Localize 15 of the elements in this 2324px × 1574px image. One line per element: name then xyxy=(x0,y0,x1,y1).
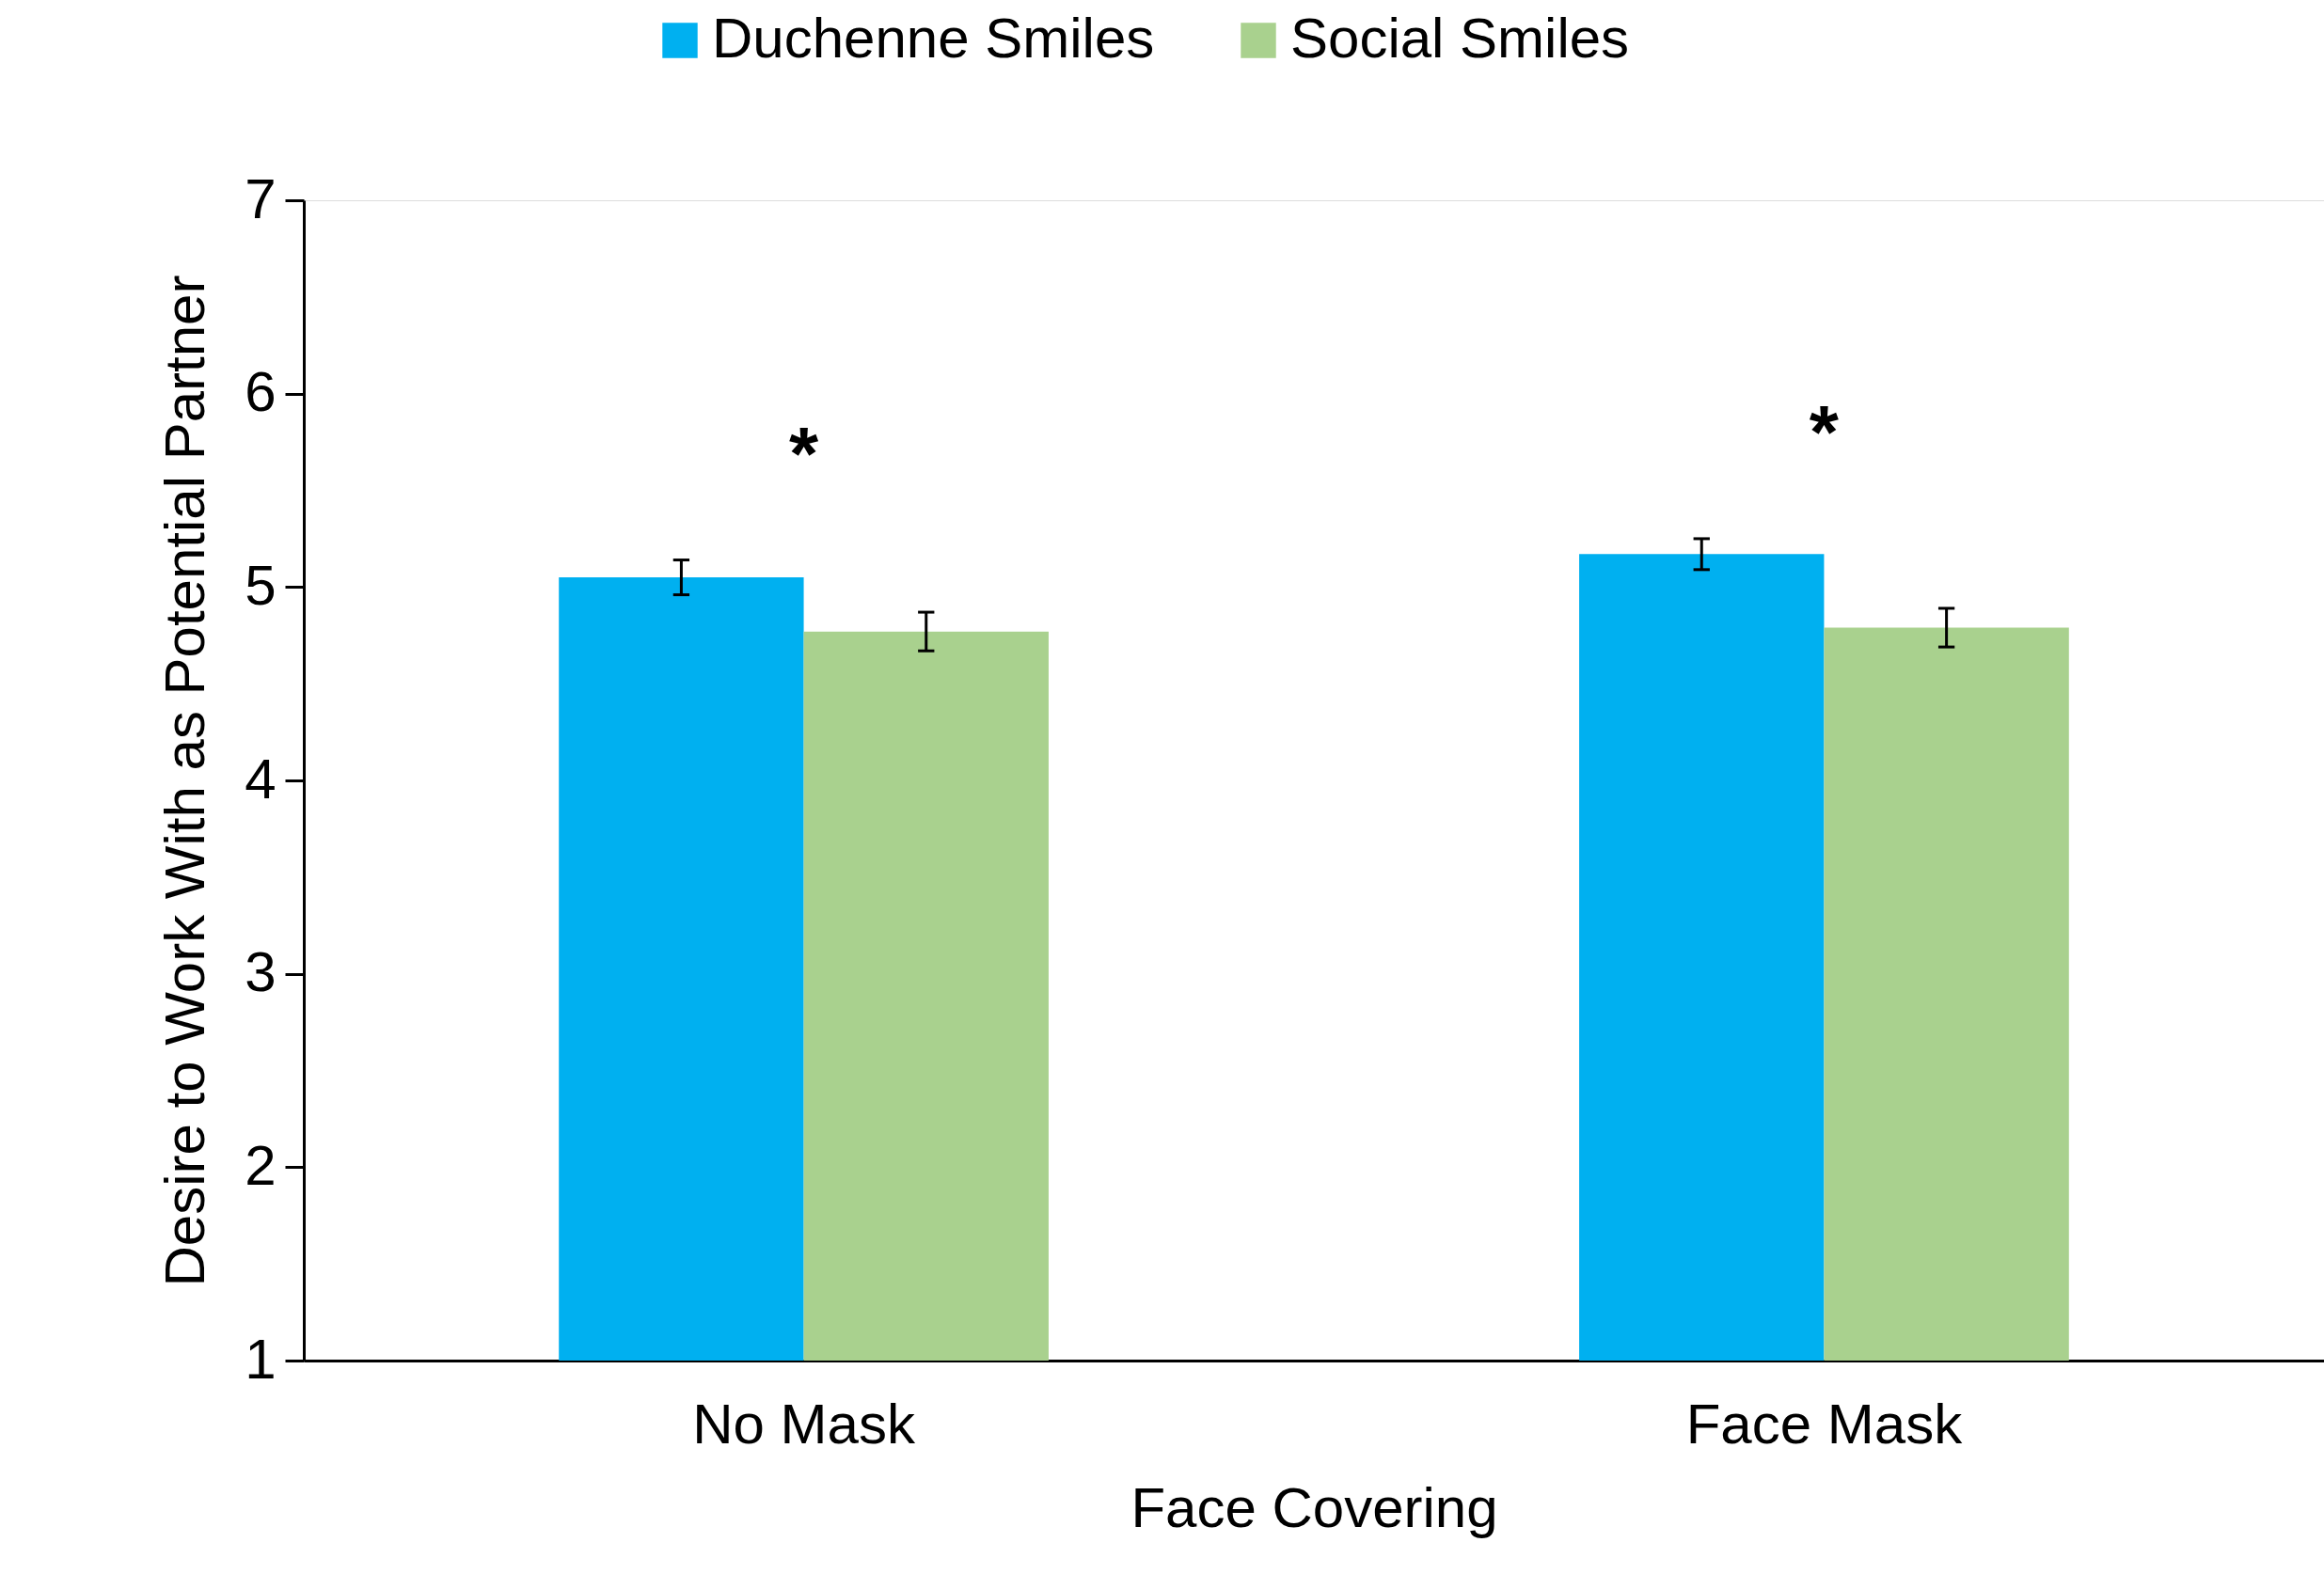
x-tick-label: No Mask xyxy=(692,1392,916,1456)
y-axis-title: Desire to Work With as Potential Partner xyxy=(153,275,217,1287)
annotation: * xyxy=(1809,389,1840,474)
x-tick-label: Face Mask xyxy=(1685,1392,1964,1456)
y-tick-label: 6 xyxy=(245,360,277,424)
legend-label: Social Smiles xyxy=(1290,7,1630,70)
legend-label: Duchenne Smiles xyxy=(712,7,1155,70)
x-axis-title: Face Covering xyxy=(1130,1475,1498,1539)
y-tick-label: 5 xyxy=(245,553,277,617)
y-tick-label: 4 xyxy=(245,747,277,811)
y-tick-label: 7 xyxy=(245,166,277,230)
annotation: * xyxy=(789,411,820,496)
y-tick-label: 2 xyxy=(245,1133,277,1197)
y-tick-label: 1 xyxy=(245,1327,277,1391)
y-tick-label: 3 xyxy=(245,940,277,1004)
